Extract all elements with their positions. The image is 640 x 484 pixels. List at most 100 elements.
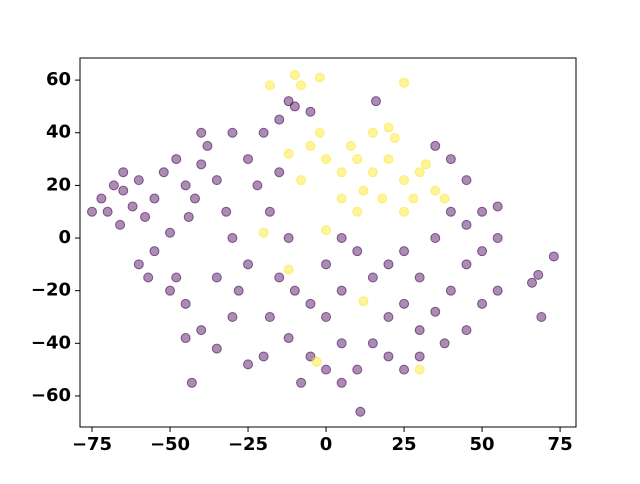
scatter-point: [314, 127, 325, 138]
scatter-point: [264, 206, 275, 217]
plot-frame: [79, 57, 577, 428]
scatter-point: [183, 211, 194, 222]
scatter-point: [243, 259, 254, 270]
scatter-point: [439, 193, 450, 204]
scatter-point: [352, 154, 363, 165]
x-tick-label: 25: [392, 434, 417, 455]
scatter-point: [336, 233, 347, 244]
scatter-point: [158, 167, 169, 178]
scatter-point: [358, 296, 369, 307]
scatter-point: [102, 206, 113, 217]
scatter-point: [430, 233, 441, 244]
y-tick-label: −40: [31, 332, 71, 353]
scatter-point: [296, 80, 307, 91]
scatter-point: [492, 285, 503, 296]
scatter-point: [492, 201, 503, 212]
scatter-point: [352, 364, 363, 375]
scatter-point: [383, 311, 394, 322]
scatter-point: [180, 180, 191, 191]
scatter-point: [283, 264, 294, 275]
scatter-point: [133, 175, 144, 186]
x-tick-label: −50: [150, 434, 190, 455]
scatter-point: [211, 175, 222, 186]
scatter-point: [383, 259, 394, 270]
scatter-point: [321, 364, 332, 375]
scatter-point: [383, 154, 394, 165]
scatter-point: [243, 154, 254, 165]
scatter-point: [115, 219, 126, 230]
scatter-point: [305, 351, 316, 362]
scatter-point: [108, 180, 119, 191]
scatter-point: [321, 225, 332, 236]
scatter-point: [289, 101, 300, 112]
scatter-point: [211, 343, 222, 354]
scatter-point: [258, 351, 269, 362]
scatter-point: [143, 272, 154, 283]
scatter-point: [165, 285, 176, 296]
scatter-point: [430, 306, 441, 317]
scatter-point: [186, 377, 197, 388]
scatter-point: [439, 338, 450, 349]
scatter-point: [430, 140, 441, 151]
scatter-point: [461, 175, 472, 186]
scatter-point: [171, 154, 182, 165]
scatter-point: [399, 364, 410, 375]
scatter-point: [346, 140, 357, 151]
scatter-point: [171, 272, 182, 283]
scatter-point: [305, 298, 316, 309]
scatter-point: [527, 277, 538, 288]
scatter-point: [289, 285, 300, 296]
scatter-point: [414, 351, 425, 362]
scatter-point: [305, 140, 316, 151]
scatter-point: [211, 272, 222, 283]
scatter-point: [533, 269, 544, 280]
scatter-point: [399, 206, 410, 217]
scatter-point: [149, 193, 160, 204]
scatter-point: [461, 219, 472, 230]
scatter-point: [118, 185, 129, 196]
scatter-point: [202, 140, 213, 151]
scatter-point: [430, 185, 441, 196]
scatter-point: [321, 259, 332, 270]
scatter-point: [367, 272, 378, 283]
scatter-point: [283, 233, 294, 244]
y-tick-label: 40: [46, 122, 71, 143]
scatter-point: [377, 193, 388, 204]
y-tick-label: 60: [46, 69, 71, 90]
scatter-point: [233, 285, 244, 296]
scatter-point: [140, 211, 151, 222]
scatter-point: [355, 406, 366, 417]
scatter-point: [118, 167, 129, 178]
scatter-point: [367, 167, 378, 178]
scatter-point: [283, 333, 294, 344]
scatter-point: [367, 338, 378, 349]
scatter-point: [445, 285, 456, 296]
scatter-point: [274, 167, 285, 178]
y-tick-label: 0: [58, 227, 71, 248]
x-tick-label: 75: [548, 434, 573, 455]
scatter-point: [352, 206, 363, 217]
scatter-point: [264, 311, 275, 322]
scatter-point: [414, 364, 425, 375]
scatter-point: [283, 148, 294, 159]
scatter-point: [221, 206, 232, 217]
scatter-point: [477, 246, 488, 257]
scatter-point: [165, 227, 176, 238]
scatter-point: [461, 259, 472, 270]
scatter-point: [274, 272, 285, 283]
scatter-point: [227, 127, 238, 138]
scatter-point: [408, 193, 419, 204]
x-tick-label: 50: [470, 434, 495, 455]
scatter-point: [305, 106, 316, 117]
scatter-point: [389, 133, 400, 144]
scatter-point: [414, 325, 425, 336]
scatter-point: [492, 233, 503, 244]
scatter-point: [96, 193, 107, 204]
scatter-point: [196, 325, 207, 336]
scatter-point: [87, 206, 98, 217]
y-tick-label: 20: [46, 174, 71, 195]
scatter-point: [358, 185, 369, 196]
scatter-point: [264, 80, 275, 91]
